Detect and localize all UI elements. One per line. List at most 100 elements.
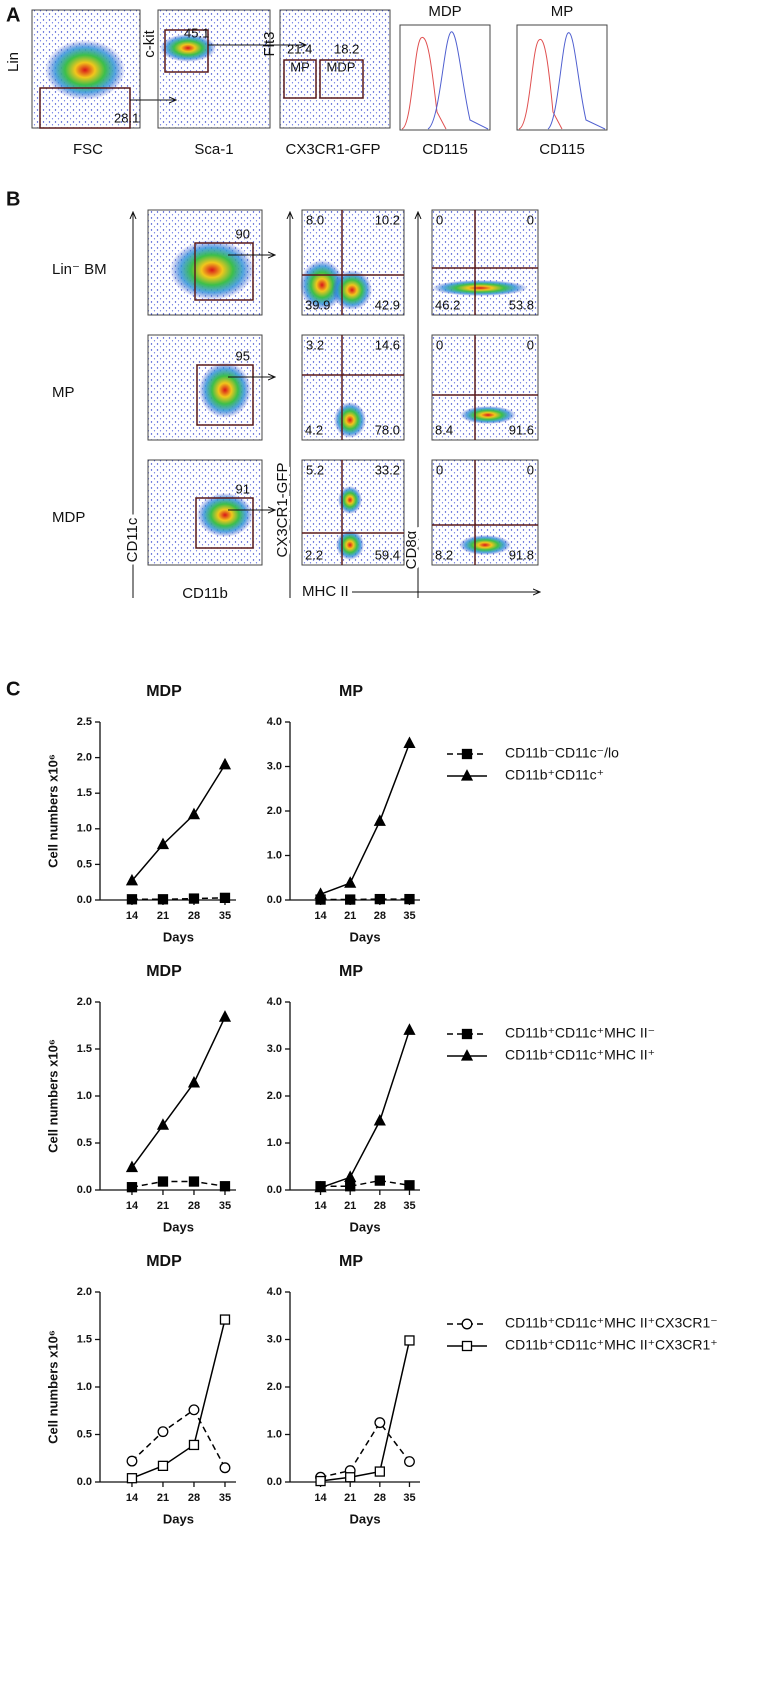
y-tick-label: 1.5 xyxy=(77,787,92,799)
x-tick-label: 35 xyxy=(403,1492,415,1504)
line xyxy=(131,1319,226,1479)
gate xyxy=(164,29,209,73)
quadrant-value: 8.4 xyxy=(435,422,453,437)
plot-frame xyxy=(431,209,539,316)
legend-marker xyxy=(461,1340,473,1352)
x-axis-label: Days xyxy=(163,929,194,944)
legend-marker xyxy=(460,769,474,781)
gate-value: 91 xyxy=(236,481,250,496)
legend-label: CD11b⁺CD11c⁺MHC II⁺CX3CR1⁺ xyxy=(505,1337,718,1353)
legend-label: CD11b⁺CD11c⁺ xyxy=(505,767,604,783)
marker xyxy=(219,1181,231,1192)
gate-value: 90 xyxy=(236,226,250,241)
line xyxy=(131,897,226,901)
x-tick-label: 21 xyxy=(157,1200,169,1212)
y-axis-label: Cell numbers x10⁶ xyxy=(45,1330,60,1444)
histogram-title: MP xyxy=(551,3,574,20)
histogram-curve xyxy=(518,38,563,130)
quadrant-value: 8.2 xyxy=(435,547,453,562)
marker xyxy=(404,1180,415,1191)
plot-frame xyxy=(399,24,491,131)
marker xyxy=(374,1466,385,1477)
x-tick-label: 21 xyxy=(344,1492,356,1504)
x-axis-label: Days xyxy=(349,1511,380,1526)
flow-plot: 45.1 c-kit Sca-1 xyxy=(141,9,306,158)
marker xyxy=(374,893,385,905)
marker xyxy=(157,1426,169,1438)
y-axis-label: CX3CR1-GFP xyxy=(274,462,291,557)
marker xyxy=(404,1456,415,1468)
quadrant-value: 53.8 xyxy=(509,297,534,312)
marker xyxy=(187,807,201,820)
y-tick-label: 4.0 xyxy=(267,1286,282,1298)
quadrant-value: 91.6 xyxy=(509,422,534,437)
y-tick-label: 2.5 xyxy=(77,716,92,728)
y-tick-label: 1.0 xyxy=(267,1428,282,1440)
legend-marker xyxy=(461,1318,473,1330)
marker xyxy=(314,1180,327,1193)
gate xyxy=(283,59,317,99)
density xyxy=(45,40,125,100)
flow-plot: 21.4 18.2 MP MDP Flt3 CX3CR1-GFP xyxy=(261,9,391,158)
line xyxy=(320,1179,410,1187)
quadrant-value: 14.6 xyxy=(375,337,400,352)
marker xyxy=(219,892,231,904)
gate xyxy=(195,497,254,549)
chart-title: MDP xyxy=(146,683,182,700)
gate xyxy=(319,59,364,99)
quadrant-value: 0 xyxy=(436,212,443,227)
y-tick-label: 2.0 xyxy=(77,996,92,1008)
marker xyxy=(157,1460,169,1471)
x-tick-label: 35 xyxy=(403,1200,415,1212)
histogram-curve xyxy=(547,32,606,130)
y-tick-label: 0.0 xyxy=(267,894,282,906)
marker xyxy=(126,1455,138,1467)
y-tick-label: 0.0 xyxy=(77,1184,92,1196)
x-tick-label: 14 xyxy=(126,1200,139,1212)
x-tick-label: 35 xyxy=(403,910,415,922)
marker xyxy=(125,873,139,886)
quadrant-value: 0 xyxy=(436,337,443,352)
legend-marker xyxy=(460,1049,474,1061)
marker xyxy=(219,1314,231,1325)
y-tick-label: 2.0 xyxy=(77,752,92,764)
legend-marker xyxy=(461,1028,473,1040)
y-tick-label: 1.0 xyxy=(77,1381,92,1393)
marker xyxy=(218,757,232,770)
y-tick-label: 1.0 xyxy=(77,1090,92,1102)
chart-title: MP xyxy=(339,1253,363,1270)
x-tick-label: 28 xyxy=(374,1200,386,1212)
x-tick-label: 21 xyxy=(157,910,169,922)
y-axis-label: Flt3 xyxy=(261,31,278,56)
marker xyxy=(345,1181,356,1192)
marker xyxy=(344,1170,357,1182)
density xyxy=(170,240,254,300)
y-tick-label: 2.0 xyxy=(267,805,282,817)
y-tick-label: 2.0 xyxy=(77,1286,92,1298)
x-tick-label: 21 xyxy=(344,910,356,922)
marker xyxy=(314,887,327,899)
x-tick-label: 21 xyxy=(344,1200,356,1212)
y-tick-label: 1.0 xyxy=(267,849,282,861)
quadrant-value: 3.2 xyxy=(306,337,324,352)
y-axis-label: Cell numbers x10⁶ xyxy=(45,754,60,868)
x-tick-label: 28 xyxy=(188,1492,200,1504)
y-tick-label: 2.0 xyxy=(267,1381,282,1393)
line xyxy=(320,1029,411,1189)
y-tick-label: 1.5 xyxy=(77,1043,92,1055)
plot-frame xyxy=(516,24,608,131)
y-tick-label: 1.0 xyxy=(267,1137,282,1149)
panel-c: MDP 0.0 0.5 1.0 1.5 2.0 2.5 14 21 28 35 Days Cell nu… xyxy=(45,683,717,1526)
gate-name: MP xyxy=(290,59,310,74)
y-tick-label: 1.5 xyxy=(77,1333,92,1345)
y-tick-label: 3.0 xyxy=(267,1333,282,1345)
gate xyxy=(39,87,131,129)
density xyxy=(432,280,528,296)
marker xyxy=(126,1182,138,1193)
marker xyxy=(345,1472,356,1483)
gate-value: 45.1 xyxy=(184,25,209,40)
legend-label: CD11b⁺CD11c⁺MHC II⁺CX3CR1⁻ xyxy=(505,1315,718,1331)
plot-frame xyxy=(279,9,391,129)
histogram-curve xyxy=(401,36,447,130)
